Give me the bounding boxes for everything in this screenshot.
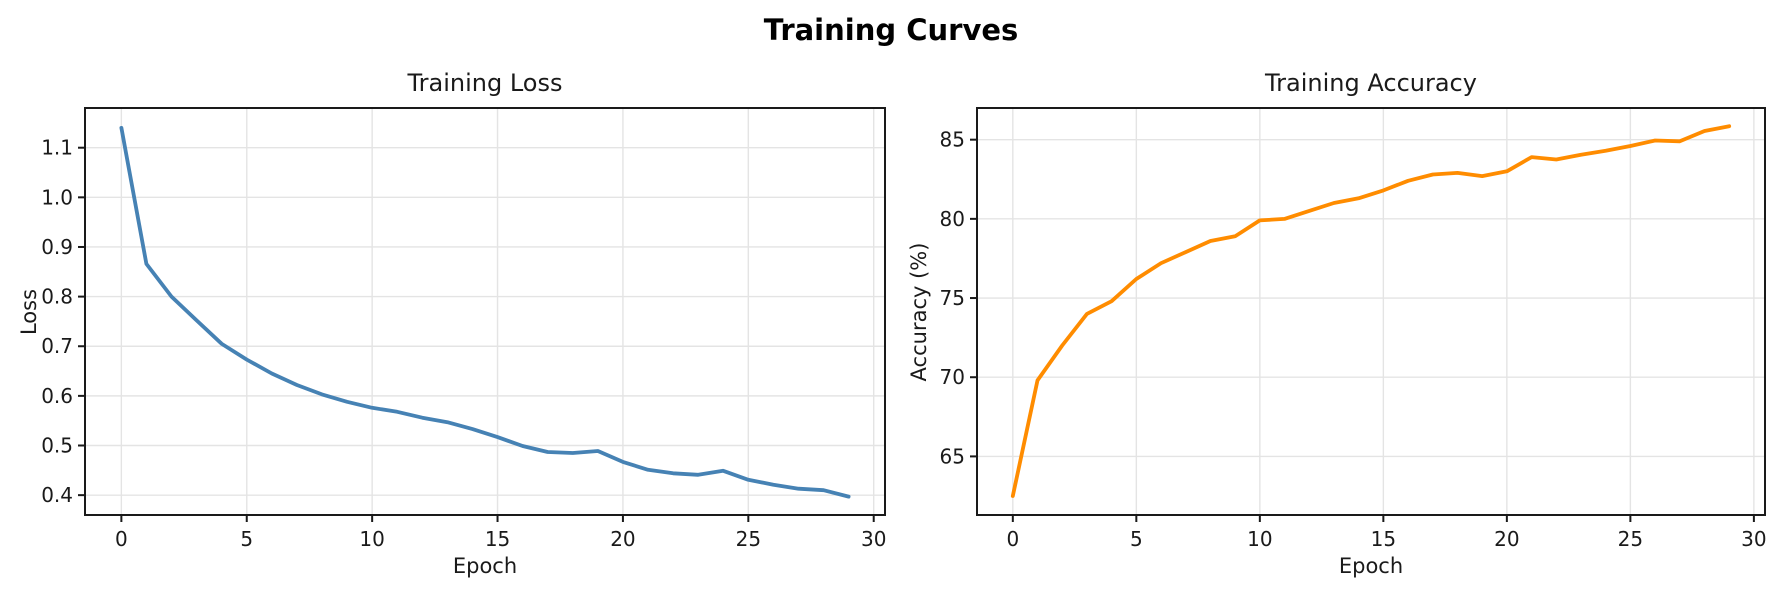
- accuracy-chart-title: Training Accuracy: [1264, 69, 1477, 97]
- loss-curve: [119, 126, 851, 499]
- y-tick-label: 1.1: [41, 136, 73, 160]
- loss-chart-title: Training Loss: [407, 69, 563, 97]
- figure-title: Training Curves: [764, 13, 1019, 47]
- y-tick-label: 75: [940, 286, 965, 310]
- accuracy-chart: Training Accuracy Epoch Accuracy (%) 0 5 1…: [907, 69, 1767, 578]
- x-tick-label: 20: [1494, 527, 1519, 551]
- accuracy-curve: [1010, 124, 1732, 498]
- x-tick-label: 20: [610, 527, 635, 551]
- accuracy-plot-area: 0 5 10 15 20 25 30 65 70 75 80 85: [940, 107, 1767, 551]
- y-tick-label: 80: [940, 207, 965, 231]
- y-tick-label: 85: [940, 128, 965, 152]
- y-tick-label: 1.0: [41, 185, 73, 209]
- loss-plot-area: 0 5 10 15 20 25 30 0.4 0.5 0.6 0.7 0.8 0.9 1.0 1.1: [41, 107, 886, 551]
- y-tick-label: 0.7: [41, 334, 73, 358]
- y-tick-label: 0.9: [41, 235, 73, 259]
- y-tick-label: 0.8: [41, 285, 73, 309]
- x-tick-label: 10: [1247, 527, 1272, 551]
- loss-chart: Training Loss Epoch Loss 0 5 10 15 20 25 30 0.4…: [17, 69, 886, 578]
- x-tick-label: 0: [1006, 527, 1019, 551]
- loss-x-axis-label: Epoch: [453, 554, 517, 578]
- x-tick-label: 15: [1371, 527, 1396, 551]
- x-tick-label: 10: [359, 527, 384, 551]
- x-tick-label: 25: [1618, 527, 1643, 551]
- x-tick-label: 15: [485, 527, 510, 551]
- y-tick-label: 65: [940, 444, 965, 468]
- axes-spines: [976, 107, 1766, 516]
- x-tick-label: 0: [115, 527, 128, 551]
- x-tick-label: 30: [861, 527, 886, 551]
- x-tick-label: 30: [1741, 527, 1766, 551]
- x-tick-label: 5: [240, 527, 253, 551]
- axes-spines: [84, 107, 886, 516]
- y-tick-label: 0.4: [41, 483, 73, 507]
- y-tick-label: 0.6: [41, 384, 73, 408]
- loss-y-axis-label: Loss: [17, 289, 41, 335]
- y-tick-label: 70: [940, 365, 965, 389]
- x-tick-label: 5: [1130, 527, 1143, 551]
- accuracy-x-axis-label: Epoch: [1339, 554, 1403, 578]
- x-tick-label: 25: [736, 527, 761, 551]
- y-tick-label: 0.5: [41, 434, 73, 458]
- accuracy-y-axis-label: Accuracy (%): [907, 243, 931, 382]
